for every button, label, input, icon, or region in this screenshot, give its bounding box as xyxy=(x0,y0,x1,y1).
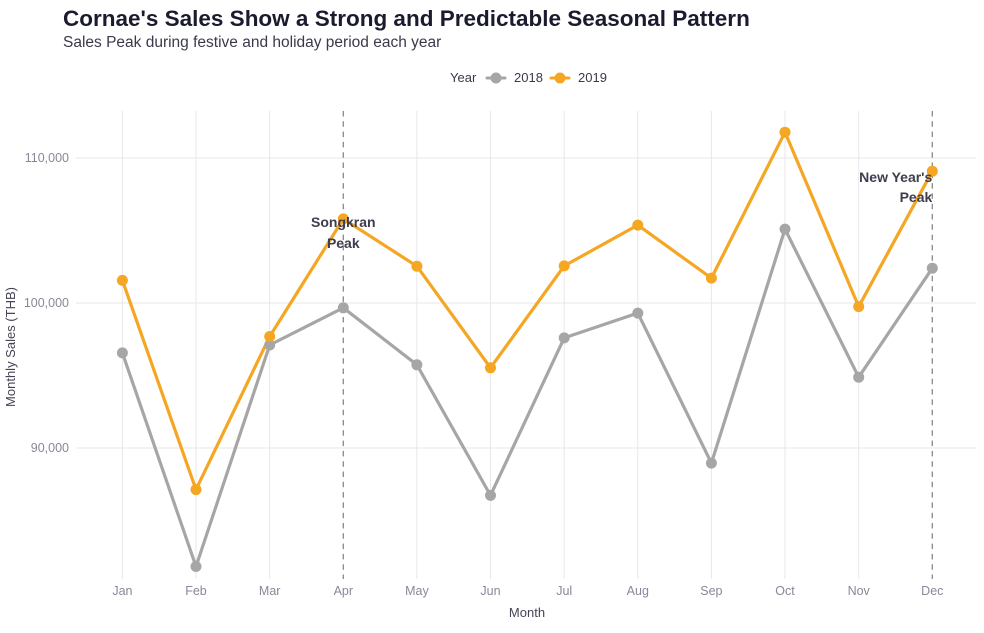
svg-text:Jan: Jan xyxy=(112,584,132,598)
svg-text:90,000: 90,000 xyxy=(31,441,69,455)
svg-text:Nov: Nov xyxy=(848,584,871,598)
svg-text:Dec: Dec xyxy=(921,584,943,598)
svg-text:Peak: Peak xyxy=(900,189,933,205)
svg-text:Jul: Jul xyxy=(556,584,572,598)
svg-text:Songkran: Songkran xyxy=(311,214,376,230)
svg-text:New Year's: New Year's xyxy=(859,169,932,185)
svg-text:110,000: 110,000 xyxy=(25,151,69,165)
svg-text:Mar: Mar xyxy=(259,584,281,598)
svg-text:Apr: Apr xyxy=(334,584,353,598)
svg-text:Oct: Oct xyxy=(775,584,795,598)
svg-text:Aug: Aug xyxy=(627,584,649,598)
svg-text:May: May xyxy=(405,584,429,598)
svg-text:2018: 2018 xyxy=(514,70,543,85)
svg-text:Sep: Sep xyxy=(700,584,722,598)
svg-text:100,000: 100,000 xyxy=(24,296,69,310)
svg-text:Feb: Feb xyxy=(185,584,207,598)
svg-text:Jun: Jun xyxy=(480,584,500,598)
svg-text:2019: 2019 xyxy=(578,70,607,85)
svg-text:Monthly Sales (THB): Monthly Sales (THB) xyxy=(3,287,18,407)
svg-text:Peak: Peak xyxy=(327,235,360,251)
svg-text:Month: Month xyxy=(509,605,545,620)
svg-text:Year: Year xyxy=(450,70,477,85)
